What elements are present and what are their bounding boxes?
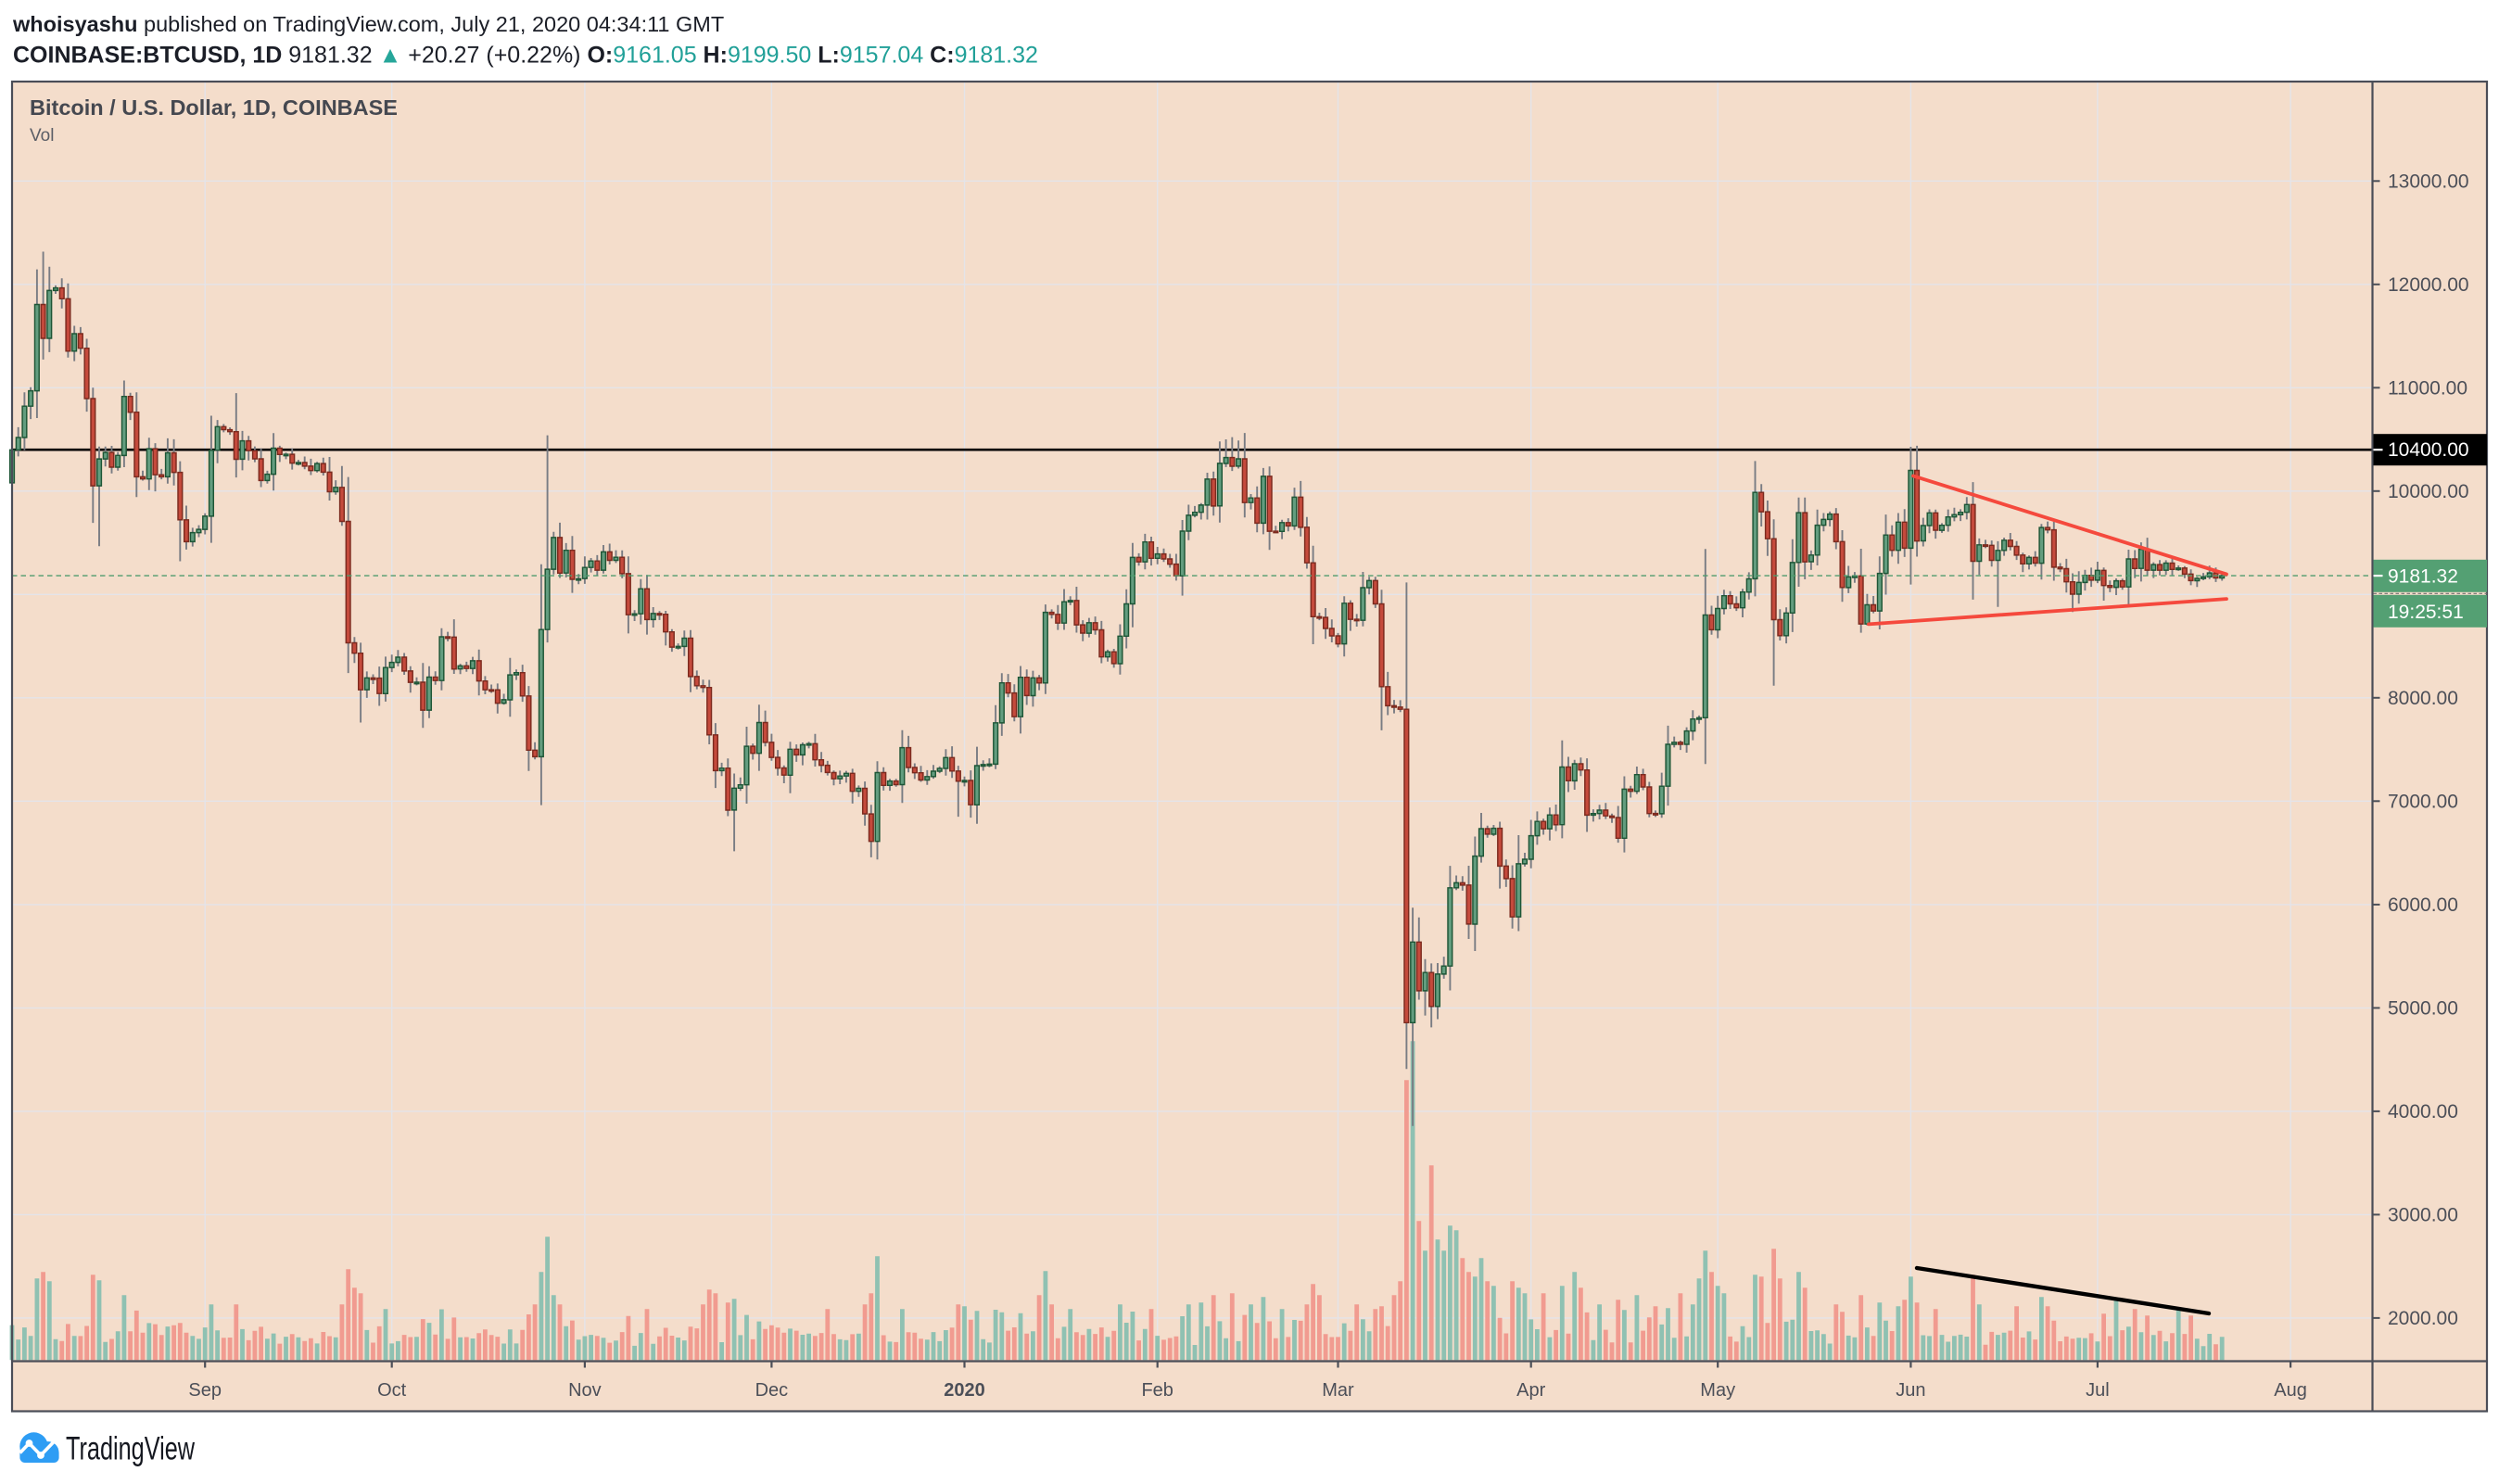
svg-text:9181.32: 9181.32 xyxy=(2388,566,2458,588)
svg-text:Jul: Jul xyxy=(2086,1380,2110,1401)
svg-text:Vol: Vol xyxy=(30,126,54,146)
svg-text:13000.00: 13000.00 xyxy=(2388,171,2469,192)
svg-text:10400.00: 10400.00 xyxy=(2388,439,2469,461)
svg-text:3000.00: 3000.00 xyxy=(2388,1204,2458,1225)
svg-text:Nov: Nov xyxy=(568,1380,602,1401)
svg-text:12000.00: 12000.00 xyxy=(2388,274,2469,296)
svg-text:4000.00: 4000.00 xyxy=(2388,1101,2458,1123)
svg-text:5000.00: 5000.00 xyxy=(2388,997,2458,1019)
svg-text:Oct: Oct xyxy=(377,1380,407,1401)
svg-text:2020: 2020 xyxy=(944,1380,985,1401)
svg-text:Feb: Feb xyxy=(1141,1380,1173,1401)
svg-text:COINBASE:BTCUSD, 1D 9181.32 ▲: COINBASE:BTCUSD, 1D 9181.32 ▲ +20.27 (+0… xyxy=(13,43,1038,69)
svg-text:6000.00: 6000.00 xyxy=(2388,894,2458,916)
svg-text:19:25:51: 19:25:51 xyxy=(2388,602,2464,623)
svg-text:Mar: Mar xyxy=(1322,1380,1354,1401)
svg-text:May: May xyxy=(1700,1380,1735,1401)
svg-text:7000.00: 7000.00 xyxy=(2388,791,2458,812)
svg-text:8000.00: 8000.00 xyxy=(2388,688,2458,709)
svg-text:Dec: Dec xyxy=(755,1380,789,1401)
svg-text:Bitcoin / U.S. Dollar, 1D, COI: Bitcoin / U.S. Dollar, 1D, COINBASE xyxy=(30,95,398,120)
svg-text:whoisyashu published on Tradin: whoisyashu published on TradingView.com,… xyxy=(12,12,724,36)
svg-text:Jun: Jun xyxy=(1896,1380,1925,1401)
svg-text:11000.00: 11000.00 xyxy=(2388,377,2467,399)
svg-text:Sep: Sep xyxy=(188,1380,222,1401)
svg-text:2000.00: 2000.00 xyxy=(2388,1308,2458,1329)
svg-text:TradingView: TradingView xyxy=(66,1431,196,1467)
svg-text:10000.00: 10000.00 xyxy=(2388,481,2469,502)
svg-text:Aug: Aug xyxy=(2274,1380,2307,1401)
svg-text:Apr: Apr xyxy=(1516,1380,1545,1401)
